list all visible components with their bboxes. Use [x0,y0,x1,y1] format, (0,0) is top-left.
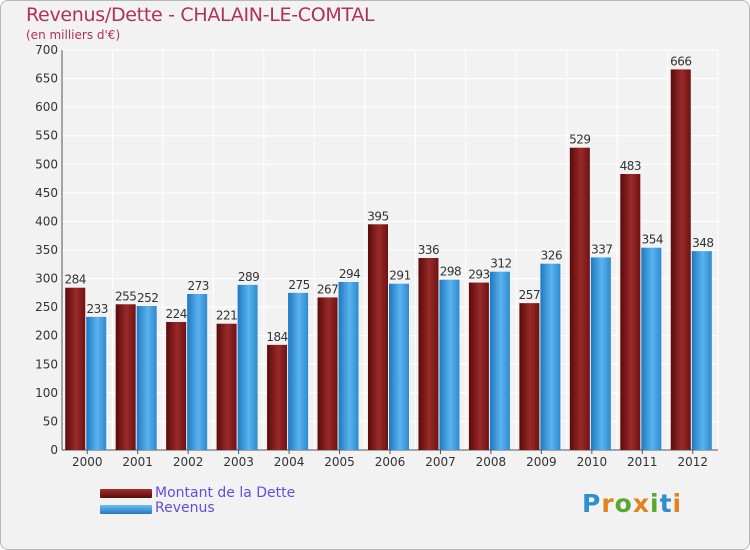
labels-layer: 0 50 100 150 200 250 300 350 400 450 500 550 600 650 7… [35,43,714,469]
bar-debt [670,69,691,450]
x-tick-label: 2006 [375,455,406,469]
data-label-debt: 284 [65,273,86,287]
y-tick-label: 200 [35,329,58,343]
bar-revenus [439,279,460,450]
y-tick-label: 250 [35,300,58,314]
data-label-debt: 336 [418,243,439,257]
data-label-debt: 224 [165,307,186,321]
x-tick-label: 2002 [173,455,204,469]
chart-subtitle: (en milliers d'€) [26,28,121,42]
y-tick-label: 650 [35,72,58,86]
bar-revenus [187,294,208,450]
bar-debt [115,304,136,450]
logo-letter: r [601,489,615,518]
data-label-revenus: 289 [238,270,259,284]
data-label-debt: 267 [317,282,338,296]
data-label-debt: 255 [115,289,136,303]
bar-debt [519,303,540,450]
y-tick-label: 150 [35,357,58,371]
bar-debt [368,224,388,450]
logo-letter: P [582,489,602,518]
bar-debt [418,258,439,450]
legend-swatch-debt [100,489,152,498]
data-label-debt: 221 [216,309,237,323]
bar-revenus [338,282,359,450]
bar-debt [317,297,338,450]
data-label-revenus: 275 [288,278,309,292]
x-tick-label: 2009 [526,455,557,469]
x-tick-label: 2001 [122,455,153,469]
chart-title: Revenus/Dette - CHALAIN-LE-COMTAL [26,4,375,26]
logo-letter: x [632,489,650,518]
y-tick-label: 550 [35,129,58,143]
x-tick-label: 2011 [627,455,658,469]
bar-debt [569,147,590,450]
logo-letter: o [614,489,633,518]
y-tick-label: 0 [50,443,58,457]
bar-revenus [136,306,157,450]
data-label-debt: 257 [519,288,540,302]
bar-debt [468,282,489,450]
proxiti-logo: Proxiti [582,489,682,518]
legend-swatch-revenus [100,505,152,514]
data-label-revenus: 233 [87,302,108,316]
bar-debt [267,344,288,450]
data-label-debt: 184 [266,330,287,344]
logo-letter: i [672,489,683,518]
bar-debt [216,323,237,450]
data-label-revenus: 312 [490,257,511,271]
bar-revenus [86,316,107,450]
bar-revenus [691,251,712,450]
y-tick-label: 50 [43,414,58,428]
data-label-revenus: 337 [591,242,612,256]
y-tick-label: 300 [35,272,58,286]
bar-debt [166,322,187,450]
y-tick-label: 400 [35,214,58,228]
x-tick-label: 2007 [425,455,456,469]
y-tick-label: 700 [35,43,58,57]
data-label-debt: 529 [569,133,590,147]
bar-revenus [489,271,510,450]
legend-label-debt: Montant de la Dette [155,485,296,501]
data-label-debt: 483 [620,159,641,173]
bar-revenus [540,263,561,450]
bar-revenus [389,283,409,450]
logo-letter: t [659,489,673,518]
x-tick-label: 2003 [223,455,254,469]
data-label-revenus: 291 [389,269,410,283]
y-tick-label: 100 [35,386,58,400]
bar-debt [65,287,86,450]
x-tick-label: 2005 [324,455,355,469]
data-label-revenus: 354 [642,233,663,247]
bar-revenus [237,284,258,450]
data-label-debt: 293 [468,268,489,282]
data-label-revenus: 273 [187,279,208,293]
x-tick-label: 2010 [577,455,608,469]
bars-layer [65,69,712,450]
x-tick-label: 2012 [677,455,708,469]
data-label-debt: 395 [367,209,388,223]
y-tick-label: 450 [35,186,58,200]
data-label-revenus: 294 [339,267,360,281]
bar-revenus [590,257,611,450]
x-tick-label: 2008 [476,455,507,469]
data-label-revenus: 348 [692,236,713,250]
bar-debt [620,174,641,450]
x-tick-label: 2000 [72,455,103,469]
y-tick-label: 350 [35,243,58,257]
data-label-revenus: 298 [440,265,461,279]
x-tick-label: 2004 [274,455,305,469]
data-label-revenus: 326 [541,249,562,263]
data-label-debt: 666 [670,54,691,68]
data-label-revenus: 252 [137,291,158,305]
bar-revenus [288,292,309,450]
bar-revenus [641,247,662,450]
legend-label-revenus: Revenus [155,500,215,516]
y-tick-label: 600 [35,100,58,114]
y-tick-label: 500 [35,157,58,171]
logo-letter: i [650,489,660,518]
